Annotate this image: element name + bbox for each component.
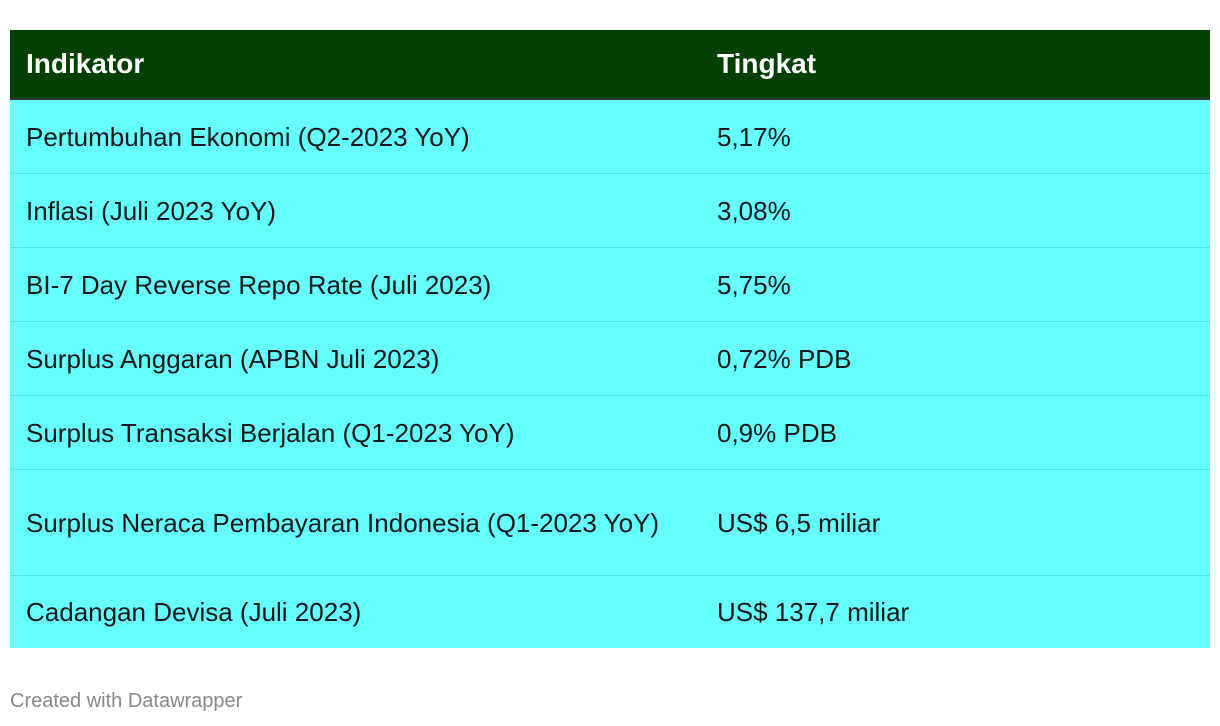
cell-indikator: Inflasi (Juli 2023 YoY) — [26, 195, 277, 226]
table-row: Cadangan Devisa (Juli 2023) US$ 137,7 mi… — [10, 576, 1210, 648]
cell-tingkat: US$ 6,5 miliar — [717, 507, 881, 538]
cell-indikator: Cadangan Devisa (Juli 2023) — [26, 597, 362, 627]
table-row: Inflasi (Juli 2023 YoY) 3,08% — [10, 174, 1210, 248]
datawrapper-credit: Created with Datawrapper — [10, 690, 243, 712]
cell-indikator: Surplus Transaksi Berjalan (Q1-2023 YoY) — [26, 417, 515, 448]
data-table: Indikator Tingkat Pertumbuhan Ekonomi (Q… — [10, 30, 1210, 648]
table-header: Indikator Tingkat — [10, 30, 1210, 100]
cell-tingkat: 0,72% PDB — [717, 343, 852, 374]
cell-indikator: BI-7 Day Reverse Repo Rate (Juli 2023) — [26, 269, 492, 300]
cell-indikator: Pertumbuhan Ekonomi (Q2-2023 YoY) — [26, 121, 470, 152]
header-tingkat: Tingkat — [717, 48, 817, 79]
cell-tingkat: 3,08% — [717, 195, 791, 226]
cell-tingkat: 5,75% — [717, 269, 791, 300]
cell-indikator: Surplus Anggaran (APBN Juli 2023) — [26, 343, 440, 374]
cell-indikator: Surplus Neraca Pembayaran Indonesia (Q1-… — [26, 507, 660, 538]
table-row: BI-7 Day Reverse Repo Rate (Juli 2023) 5… — [10, 248, 1210, 322]
table-row: Surplus Transaksi Berjalan (Q1-2023 YoY)… — [10, 396, 1210, 470]
table-row: Surplus Anggaran (APBN Juli 2023) 0,72% … — [10, 322, 1210, 396]
cell-tingkat: 0,9% PDB — [717, 417, 837, 448]
table-row: Surplus Neraca Pembayaran Indonesia (Q1-… — [10, 470, 1210, 576]
cell-tingkat: 5,17% — [717, 121, 791, 152]
header-indikator: Indikator — [26, 48, 145, 79]
cell-tingkat: US$ 137,7 miliar — [717, 597, 910, 627]
table-row: Pertumbuhan Ekonomi (Q2-2023 YoY) 5,17% — [10, 100, 1210, 174]
